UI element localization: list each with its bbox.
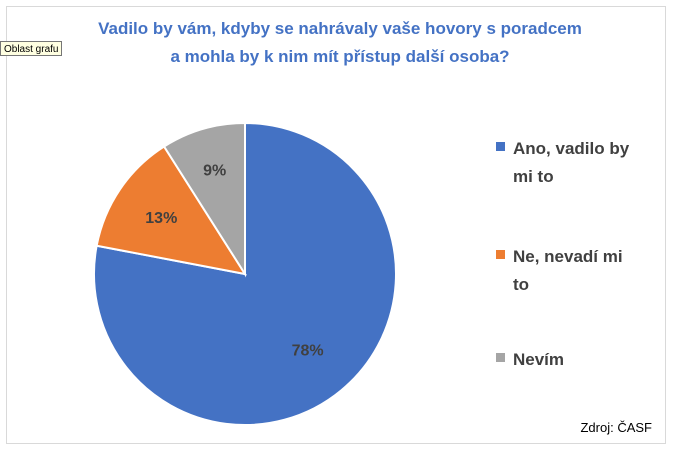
data-label-ano: 78% — [292, 343, 324, 360]
source-note: Zdroj: ČASF — [580, 420, 652, 435]
chart-title-line-1: Vadilo by vám, kdyby se nahrávaly vaše h… — [98, 19, 582, 38]
legend-label-ano: Ano, vadilo by mi to — [513, 135, 653, 191]
pie-slice-ano[interactable] — [93, 121, 397, 426]
data-label-ne: 13% — [145, 210, 177, 227]
legend-label-ne-line-1: Ne, nevadí mi — [513, 247, 623, 266]
chart-area-tooltip: Oblast grafu — [0, 41, 63, 56]
legend-label-nevim-line-1: Nevím — [513, 350, 565, 369]
pie-slice-ne[interactable] — [95, 145, 248, 276]
pie-slice-nevim[interactable] — [162, 121, 246, 278]
legend-swatch-ne — [496, 250, 505, 259]
legend-label-ano-line-1: Ano, vadilo by — [513, 139, 630, 158]
legend-label-ne: Ne, nevadí mi to — [513, 243, 653, 299]
chart-title-line-2: a mohla by k nim mít přístup další osoba… — [170, 47, 510, 66]
legend-label-ano-line-2: mi to — [513, 167, 554, 186]
data-label-nevim: 9% — [203, 163, 226, 180]
legend-label-ne-line-2: to — [513, 275, 530, 294]
legend-swatch-nevim — [496, 353, 505, 362]
legend-swatch-ano — [496, 142, 505, 151]
legend-label-nevim: Nevím — [513, 346, 653, 374]
